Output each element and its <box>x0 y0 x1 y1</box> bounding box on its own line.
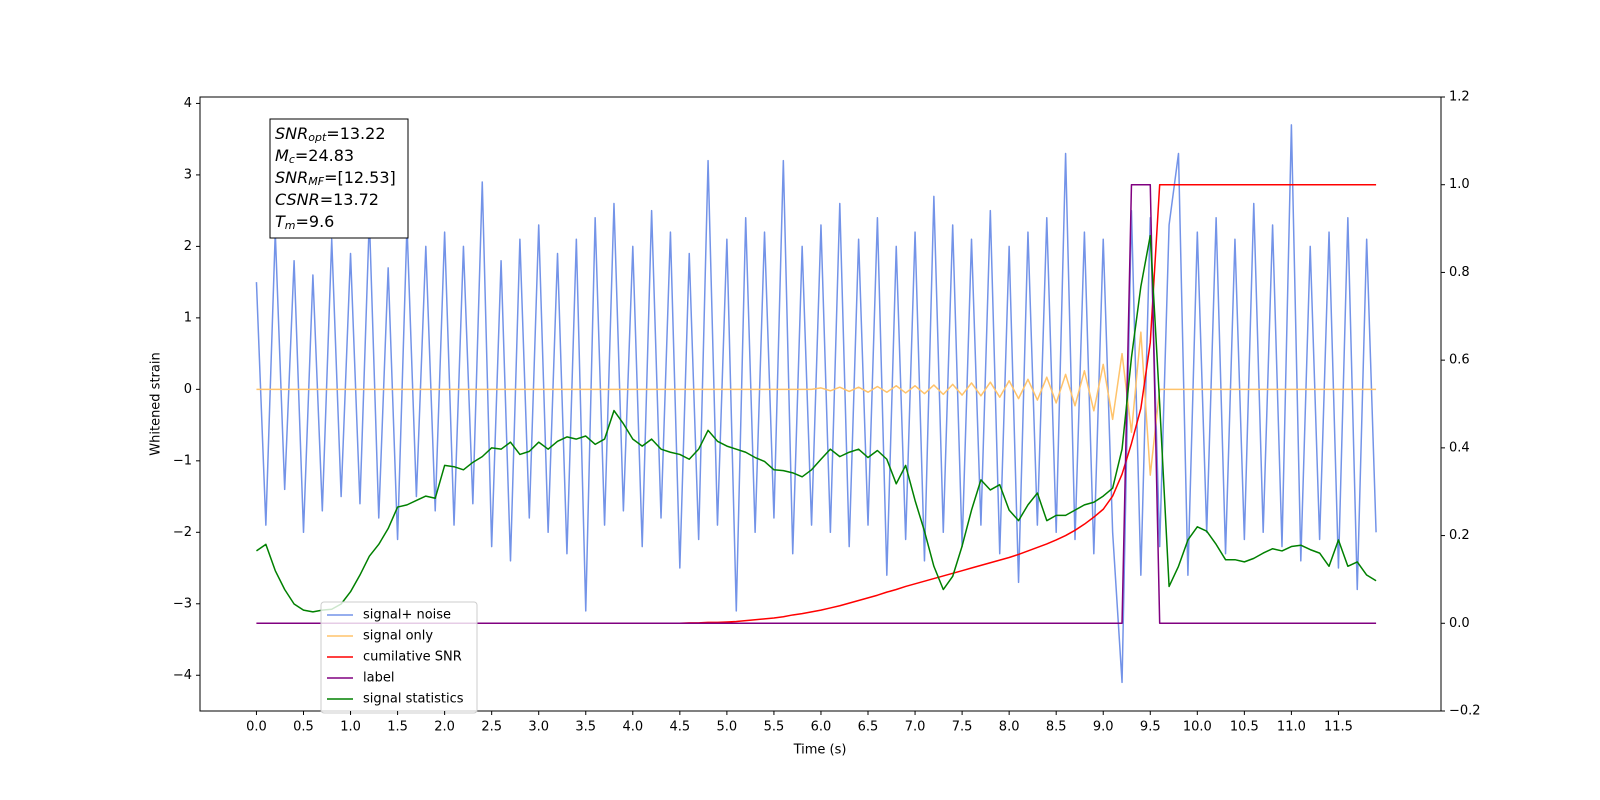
legend-label: signal only <box>363 629 433 644</box>
x-tick-label: 10.0 <box>1183 720 1212 735</box>
x-tick-label: 6.0 <box>811 720 832 735</box>
annotation-box: SNRopt=13.22Mc=24.83SNRMF=[12.53]CSNR=13… <box>269 118 409 239</box>
legend: signal+ noise signal only cumilative SNR la… <box>320 601 478 714</box>
x-tick-label: 2.0 <box>434 720 455 735</box>
y-axis-label: Whitened strain <box>149 352 164 455</box>
x-tick-label: 0.0 <box>246 720 267 735</box>
annotation-value: =9.6 <box>296 212 335 231</box>
annotation-symbol: T <box>275 212 286 231</box>
x-tick-label: 9.0 <box>1093 720 1114 735</box>
y-tick-label: −2 <box>173 525 192 540</box>
legend-label: cumilative SNR <box>363 650 462 665</box>
x-tick-label: 4.5 <box>669 720 690 735</box>
annotation-line: CSNR=13.72 <box>275 190 379 209</box>
x-tick-label: 3.5 <box>575 720 596 735</box>
series-line <box>256 234 1377 613</box>
y-tick-label: 2 <box>184 239 192 254</box>
x-tick-label: 1.0 <box>340 720 361 735</box>
y-tick-label: −4 <box>173 668 192 683</box>
x-tick-label: 11.5 <box>1324 720 1353 735</box>
x-tick-label: 4.0 <box>622 720 643 735</box>
legend-label: signal+ noise <box>363 608 451 623</box>
y-tick-label: −1 <box>173 453 192 468</box>
annotation-symbol: CSNR <box>275 190 320 209</box>
annotation-line: SNRMF=[12.53] <box>275 168 396 189</box>
x-tick-label: 7.0 <box>905 720 926 735</box>
annotation-symbol: M <box>275 146 289 165</box>
y2-tick-label: 1.2 <box>1449 90 1470 105</box>
annotation-value: =13.22 <box>326 124 385 143</box>
annotation-value: =[12.53] <box>324 168 396 187</box>
x-tick-label: 5.0 <box>717 720 738 735</box>
annotation-subscript: opt <box>308 131 327 144</box>
annotation-subscript: m <box>285 219 296 232</box>
annotation-symbol: SNR <box>275 168 308 187</box>
x-tick-label: 11.0 <box>1277 720 1306 735</box>
x-tick-label: 2.5 <box>481 720 502 735</box>
annotation-symbol: SNR <box>275 124 308 143</box>
y-tick-label: 3 <box>184 167 192 182</box>
annotation-value: =13.72 <box>320 190 379 209</box>
y-tick-label: 4 <box>184 96 192 111</box>
y2-tick-label: 0.2 <box>1449 528 1470 543</box>
annotation-subscript: MF <box>308 175 324 188</box>
y2-tick-label: 0.0 <box>1449 616 1470 631</box>
x-tick-label: 9.5 <box>1140 720 1161 735</box>
y2-tick-label: 0.4 <box>1449 440 1470 455</box>
annotation-line: Mc=24.83 <box>275 146 354 167</box>
x-tick-label: 7.5 <box>952 720 973 735</box>
annotation-subscript: c <box>289 153 295 166</box>
x-tick-label: 6.5 <box>858 720 879 735</box>
x-tick-label: 3.0 <box>528 720 549 735</box>
y-tick-label: −3 <box>173 596 192 611</box>
legend-label: label <box>363 671 394 686</box>
y2-tick-label: −0.2 <box>1449 704 1481 719</box>
y-tick-label: 0 <box>184 382 192 397</box>
x-tick-label: 5.5 <box>764 720 785 735</box>
y2-tick-label: 0.6 <box>1449 353 1470 368</box>
annotation-value: =24.83 <box>295 146 354 165</box>
legend-frame <box>320 601 478 714</box>
x-tick-label: 8.5 <box>1046 720 1067 735</box>
annotation-frame <box>269 118 409 239</box>
y2-tick-label: 0.8 <box>1449 265 1470 280</box>
x-tick-label: 0.5 <box>293 720 314 735</box>
x-tick-label: 10.5 <box>1230 720 1259 735</box>
x-tick-label: 1.5 <box>387 720 408 735</box>
x-tick-label: 8.0 <box>999 720 1020 735</box>
y-tick-label: 1 <box>184 310 192 325</box>
series-line <box>256 331 1377 476</box>
legend-label: signal statistics <box>363 692 464 707</box>
y2-tick-label: 1.0 <box>1449 177 1470 192</box>
series-line <box>255 124 1377 684</box>
annotation-line: SNRopt=13.22 <box>275 124 386 145</box>
annotation-line: Tm=9.6 <box>275 212 334 233</box>
x-axis-label: Time (s) <box>793 743 847 758</box>
